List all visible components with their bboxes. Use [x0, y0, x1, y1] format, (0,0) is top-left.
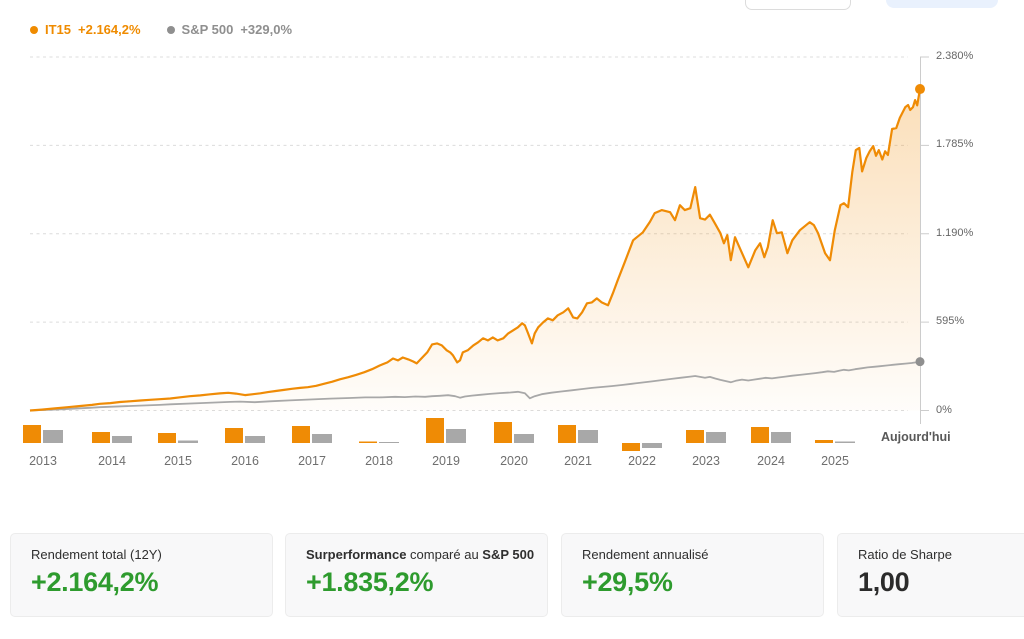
x-axis-label-2014: 2014	[98, 454, 126, 468]
bar-sp500-2017	[312, 434, 332, 443]
y-axis-label-1.190%: 1.190%	[936, 226, 974, 239]
bar-it15-2022	[622, 443, 640, 451]
legend-item-sp500[interactable]: S&P 500 +329,0%	[166, 22, 293, 37]
bar-it15-2014	[92, 432, 110, 443]
bar-it15-2016	[225, 428, 243, 443]
it15-endpoint-dot	[915, 84, 925, 95]
it15-dot-icon	[30, 25, 38, 34]
card-total-return: Rendement total (12Y) +2.164,2%	[10, 533, 273, 617]
sp500-dot-icon	[166, 25, 175, 34]
it15-line	[29, 88, 922, 412]
card-outperformance-label: Surperformance comparé au S&P 500	[306, 547, 535, 562]
bar-sp500-2025	[835, 441, 855, 443]
legend-it15-name: IT15	[45, 22, 72, 37]
card-annualized-return-label: Rendement annualisé	[582, 547, 709, 562]
card-total-return-value: +2.164,2%	[31, 567, 159, 597]
bar-sp500-2022	[642, 443, 662, 448]
bar-it15-2018	[359, 441, 377, 443]
x-axis-label-2013: 2013	[29, 454, 57, 468]
card-total-return-label: Rendement total (12Y)	[31, 547, 162, 562]
bar-sp500-2021	[578, 430, 598, 443]
today-label: Aujourd'hui	[881, 430, 951, 444]
x-axis-label-2023: 2023	[692, 454, 720, 468]
x-axis-label-2015: 2015	[164, 454, 192, 468]
toolbar-button-cropped[interactable]	[745, 0, 851, 10]
x-axis-label-2024: 2024	[757, 454, 785, 468]
bar-it15-2024	[751, 427, 769, 443]
bar-sp500-2013	[43, 430, 63, 443]
bar-sp500-2023	[706, 432, 726, 443]
chart-canvas[interactable]	[0, 0, 1024, 500]
card-sharpe-ratio: Ratio de Sharpe 1,00	[837, 533, 1024, 617]
x-axis-label-2020: 2020	[500, 454, 528, 468]
card-outperformance: Surperformance comparé au S&P 500 +1.835…	[285, 533, 548, 617]
bar-it15-2015	[158, 433, 176, 443]
legend-sp500-value: +329,0%	[240, 22, 293, 37]
x-axis-label-2021: 2021	[564, 454, 592, 468]
bar-sp500-2014	[112, 436, 132, 443]
card-annualized-return-value: +29,5%	[582, 567, 673, 597]
x-axis-label-2022: 2022	[628, 454, 656, 468]
bar-it15-2020	[494, 422, 512, 443]
legend-item-it15[interactable]: IT15 +2.164,2%	[30, 22, 141, 37]
bar-it15-2025	[815, 440, 833, 443]
y-axis-label-1.785%: 1.785%	[936, 138, 974, 151]
chart-legend: IT15 +2.164,2% S&P 500 +329,0%	[30, 22, 292, 37]
kpi-cards: Rendement total (12Y) +2.164,2% Surperfo…	[0, 533, 1024, 617]
y-axis-label-0%: 0%	[936, 403, 952, 416]
it15-area-fill	[30, 89, 920, 411]
card-annualized-return: Rendement annualisé +29,5%	[561, 533, 824, 617]
card-sharpe-ratio-label: Ratio de Sharpe	[858, 547, 952, 562]
bar-it15-2019	[426, 418, 444, 443]
bar-it15-2021	[558, 425, 576, 443]
bar-sp500-2024	[771, 432, 791, 443]
bar-it15-2023	[686, 430, 704, 443]
card-sharpe-ratio-value: 1,00	[858, 567, 910, 597]
card-outperformance-value: +1.835,2%	[306, 567, 434, 597]
x-axis-label-2018: 2018	[365, 454, 393, 468]
performance-chart[interactable]: 2.380% 1.785% 1.190% 595% 0% 2013 2014 2015 201…	[0, 0, 1024, 500]
y-axis-label-595%: 595%	[936, 315, 965, 328]
x-axis-label-2019: 2019	[432, 454, 460, 468]
toolbar-button-blue-cropped[interactable]	[886, 0, 998, 8]
bar-it15-2013	[23, 425, 41, 443]
bar-sp500-2020	[514, 434, 534, 443]
bar-sp500-2015	[178, 440, 198, 443]
x-axis-label-2017: 2017	[298, 454, 326, 468]
legend-it15-value: +2.164,2%	[78, 22, 141, 37]
bar-sp500-2019	[446, 429, 466, 443]
sp500-line	[29, 360, 921, 412]
x-axis-label-2016: 2016	[231, 454, 259, 468]
legend-sp500-name: S&P 500	[181, 22, 234, 37]
sp500-endpoint-dot	[915, 357, 925, 367]
bar-sp500-2016	[245, 436, 265, 443]
y-axis-label-2.380%: 2.380%	[936, 50, 974, 62]
bar-it15-2017	[292, 426, 310, 443]
bar-sp500-2018	[379, 442, 399, 443]
x-axis-label-2025: 2025	[821, 454, 849, 468]
